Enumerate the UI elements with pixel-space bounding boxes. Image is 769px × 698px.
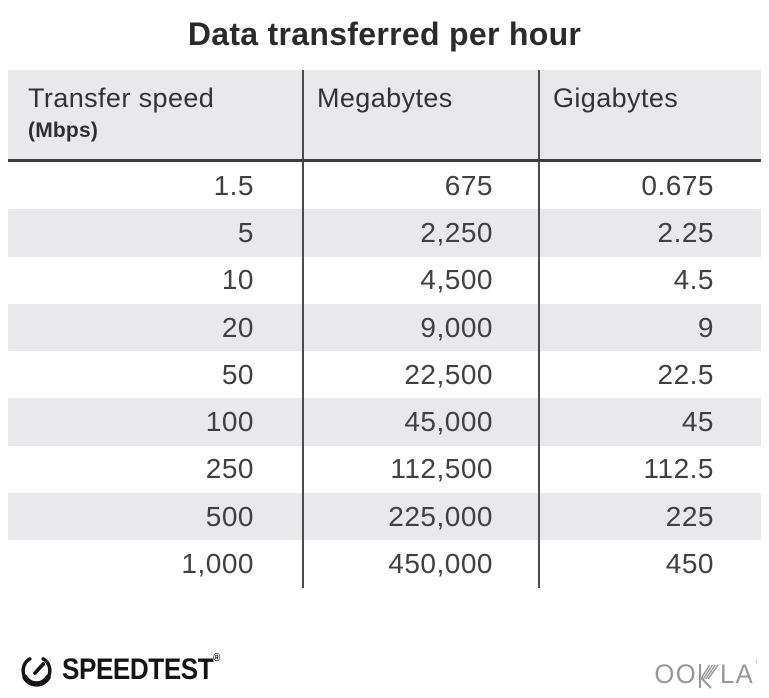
- speedtest-logo: SPEEDTEST®: [18, 651, 244, 688]
- speedtest-wordmark: SPEEDTEST®: [62, 652, 221, 686]
- table-row: 250 112,500 112.5: [8, 445, 761, 494]
- table-cell: 20: [221, 311, 254, 343]
- table-cell: 22,500: [302, 351, 538, 399]
- table-cell: 225: [538, 493, 761, 541]
- table-cell: 2,250: [302, 209, 538, 257]
- speedtest-gauge-icon: [21, 657, 52, 687]
- table-cell: 450: [538, 540, 761, 588]
- table-cell: 675: [302, 162, 538, 210]
- table-row: 50 22,500 22.5: [8, 351, 761, 399]
- table-row: 20 9,000 9: [8, 303, 761, 352]
- table-cell: 45: [538, 398, 761, 446]
- table-row: 500 225,000 225: [8, 493, 761, 541]
- table-cell: 0.675: [538, 162, 761, 210]
- table-cell: 500: [205, 500, 254, 532]
- registered-mark: ®: [213, 652, 221, 664]
- table-cell: 112,500: [302, 445, 538, 494]
- ookla-logo: OO LA ’: [654, 659, 757, 690]
- table-cell: 50: [221, 358, 254, 390]
- table-cell: 45,000: [302, 398, 538, 446]
- table-cell: 1.5: [213, 169, 254, 201]
- table-cell: 2.25: [538, 209, 761, 257]
- table-row: 1.5 675 0.675: [8, 162, 761, 210]
- table-cell: 22.5: [538, 351, 761, 399]
- column-header-transfer-speed: Transfer speed (Mbps): [8, 70, 302, 159]
- table-row: 1,000 450,000 450: [8, 540, 761, 588]
- table-row: 100 45,000 45: [8, 398, 761, 446]
- column-header-gigabytes: Gigabytes: [538, 70, 761, 159]
- table-cell: 450,000: [302, 540, 538, 588]
- ookla-k-icon: [698, 663, 719, 689]
- trademark-tick: ’: [754, 659, 757, 671]
- table-cell: 4.5: [538, 256, 761, 304]
- table-cell: 4,500: [302, 256, 538, 304]
- table-cell: 10: [221, 264, 254, 296]
- ookla-wordmark-left: OO: [653, 659, 697, 689]
- ookla-wordmark-right: LA: [719, 659, 754, 689]
- table-cell: 225,000: [302, 493, 538, 541]
- table-cell: 250: [205, 453, 254, 485]
- table-header-row: Transfer speed (Mbps) Megabytes Gigabyte…: [8, 70, 761, 162]
- column-header-label: Transfer speed: [28, 83, 215, 113]
- table-cell: 112.5: [538, 445, 761, 494]
- data-table: Transfer speed (Mbps) Megabytes Gigabyte…: [8, 70, 761, 588]
- table-body: 1.5 675 0.675 5 2,250 2.25 10 4,500 4.5 20 9,000 9 5…: [8, 162, 761, 588]
- table-row: 5 2,250 2.25: [8, 209, 761, 257]
- table-cell: 5: [237, 216, 254, 248]
- footer: SPEEDTEST® OO LA ’: [0, 645, 769, 698]
- chart-title: Data transferred per hour: [187, 16, 582, 52]
- table-cell: 1,000: [181, 548, 254, 580]
- table-cell: 100: [205, 406, 254, 438]
- table-row: 10 4,500 4.5: [8, 256, 761, 304]
- column-header-unit: (Mbps): [28, 119, 99, 142]
- table-cell: 9: [538, 303, 761, 352]
- table-cell: 9,000: [302, 303, 538, 352]
- column-header-megabytes: Megabytes: [302, 70, 538, 159]
